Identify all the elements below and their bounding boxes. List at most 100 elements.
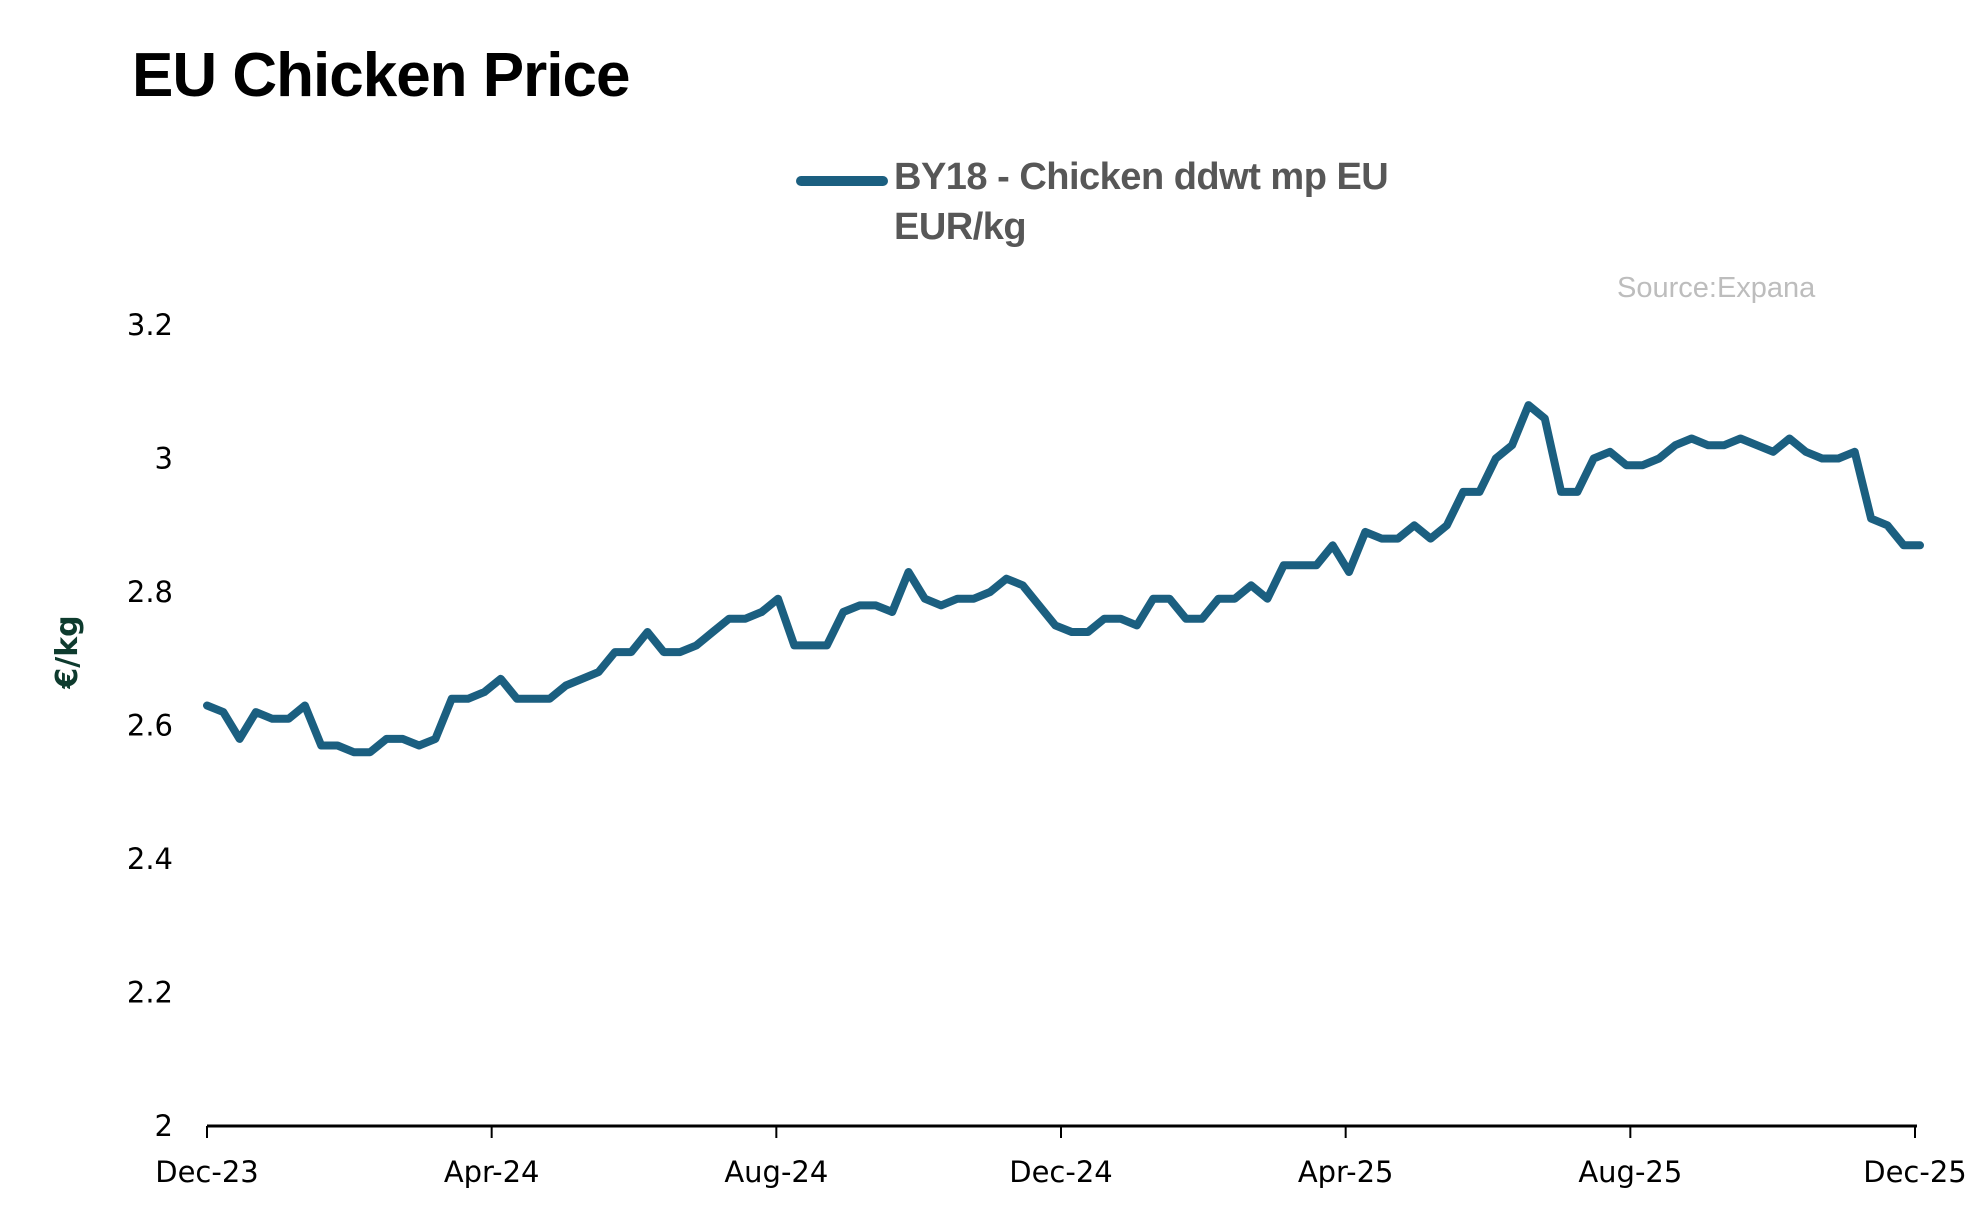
x-tick-label: Aug-25 [1578,1155,1682,1189]
data-point [1837,457,1840,460]
data-point [1087,631,1089,633]
data-point [1723,444,1726,447]
data-point [646,631,649,633]
data-point [825,644,828,647]
data-point [1396,537,1399,540]
x-tick-label: Aug-24 [724,1155,828,1189]
data-point [548,697,551,700]
data-point [1739,437,1742,440]
data-point [1364,530,1367,533]
data-point [956,597,959,600]
data-point [1315,564,1318,567]
data-point [1853,450,1856,453]
data-point [1135,624,1138,627]
data-point [907,571,910,573]
data-point [1478,490,1481,493]
data-point [1902,544,1905,547]
data-point [1919,544,1921,547]
data-point [679,651,682,654]
y-tick-label: 2.4 [127,842,173,876]
data-point [320,744,323,747]
data-point [418,744,421,747]
data-point [1706,444,1709,447]
x-tick-label: Dec-25 [1863,1155,1966,1189]
data-point [206,704,208,707]
data-point [1331,544,1334,547]
data-point [1804,450,1807,453]
data-point [630,651,633,654]
data-point [1299,564,1302,567]
data-point [352,751,355,754]
data-point [1168,597,1171,600]
data-point [1658,457,1660,460]
y-tick-label: 2.8 [127,575,173,609]
data-point [923,597,926,600]
source-note: Source:Expana [1617,272,1816,304]
series-line [203,401,1924,757]
data-point [467,697,469,700]
data-point [238,737,241,740]
y-tick-label: 2.6 [127,709,173,743]
x-tick-label: Apr-24 [444,1155,540,1189]
data-point [728,617,731,620]
data-point [287,717,290,720]
data-point [564,684,567,687]
data-point [695,644,698,647]
data-point [254,711,257,714]
data-point [1560,490,1563,493]
data-point [809,644,812,647]
data-point [1625,464,1628,467]
y-axis: 2 2.2 2.4 2.6 2.8 3 3.2 [127,308,173,1143]
x-tick-label: Dec-24 [1009,1155,1112,1189]
data-point [1870,517,1873,520]
data-point [613,651,616,654]
data-point [1755,444,1758,447]
data-point [1119,617,1122,620]
legend-swatch [796,176,888,186]
data-point [858,604,861,607]
data-point [744,617,747,620]
y-axis-label: €/kg [50,615,85,689]
data-point [1184,617,1187,620]
data-point [1038,604,1040,607]
data-point [1772,450,1775,453]
y-tick-label: 3 [155,442,173,476]
data-point [1543,417,1546,420]
x-tick-label: Dec-23 [155,1155,258,1189]
data-point [989,591,992,593]
data-point [516,697,518,700]
data-point [597,671,600,674]
data-point [222,711,225,714]
data-point [1429,537,1432,540]
chart-title: EU Chicken Price [132,41,630,110]
legend: BY18 - Chicken ddwt mp EU EUR/kg [796,152,1454,252]
series-layer [203,401,1924,757]
data-point [1445,524,1448,527]
data-point [450,697,453,700]
data-point [1592,457,1595,460]
data-point [369,751,372,754]
data-point [842,611,845,613]
data-point [760,611,763,613]
data-point [434,737,437,740]
data-point [499,677,502,680]
data-point [1070,631,1073,633]
data-point [581,677,584,680]
data-point [303,704,306,707]
data-point [1217,597,1220,600]
data-point [1380,537,1383,540]
data-point [401,737,404,740]
data-point [1674,444,1677,447]
data-point [1609,450,1611,453]
data-point [1494,457,1497,460]
data-point [1788,437,1791,440]
data-point [1641,464,1644,467]
data-point [874,604,877,607]
data-point [1886,524,1889,527]
legend-label-line1: BY18 - Chicken ddwt mp EU [894,156,1389,198]
data-point [777,597,779,600]
data-point [1576,490,1579,493]
data-point [793,644,796,647]
data-point [1462,490,1465,493]
data-point [1005,577,1008,580]
